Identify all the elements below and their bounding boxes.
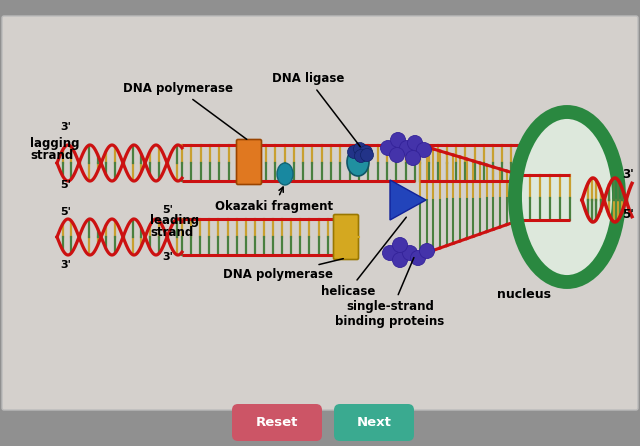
Text: 5': 5'	[622, 208, 634, 221]
Circle shape	[360, 149, 374, 161]
Circle shape	[399, 140, 415, 156]
FancyBboxPatch shape	[333, 215, 358, 260]
Circle shape	[353, 143, 367, 156]
Text: 3': 3'	[162, 252, 173, 262]
FancyBboxPatch shape	[237, 140, 262, 185]
Text: lagging: lagging	[30, 137, 79, 150]
Text: 5': 5'	[60, 207, 71, 217]
Text: helicase: helicase	[321, 217, 406, 298]
Circle shape	[392, 238, 408, 252]
Circle shape	[403, 245, 417, 260]
Circle shape	[419, 244, 435, 259]
FancyBboxPatch shape	[334, 404, 414, 441]
Circle shape	[406, 150, 420, 165]
FancyBboxPatch shape	[2, 16, 638, 410]
Circle shape	[383, 245, 397, 260]
Text: single-strand
binding proteins: single-strand binding proteins	[335, 257, 445, 328]
Circle shape	[390, 148, 404, 162]
Text: 5': 5'	[60, 180, 71, 190]
Circle shape	[381, 140, 396, 156]
Text: strand: strand	[150, 226, 193, 239]
Circle shape	[417, 143, 431, 157]
Circle shape	[348, 145, 360, 158]
Circle shape	[360, 145, 372, 158]
Text: DNA ligase: DNA ligase	[272, 72, 360, 147]
Text: 3': 3'	[60, 122, 71, 132]
Text: leading: leading	[150, 214, 199, 227]
Circle shape	[408, 136, 422, 150]
Text: nucleus: nucleus	[497, 288, 551, 301]
Circle shape	[355, 149, 367, 162]
Text: 3': 3'	[622, 168, 634, 181]
Ellipse shape	[515, 112, 619, 282]
Text: DNA polymerase: DNA polymerase	[123, 82, 247, 139]
Ellipse shape	[277, 163, 293, 185]
Circle shape	[390, 132, 406, 148]
Text: Okazaki fragment: Okazaki fragment	[215, 187, 333, 213]
Text: Next: Next	[356, 416, 392, 429]
Circle shape	[410, 251, 426, 265]
FancyBboxPatch shape	[232, 404, 322, 441]
Polygon shape	[390, 180, 426, 220]
Circle shape	[392, 252, 408, 268]
Text: 5': 5'	[162, 205, 173, 215]
Ellipse shape	[347, 148, 369, 176]
Text: Reset: Reset	[256, 416, 298, 429]
Text: 3': 3'	[60, 260, 71, 270]
Text: DNA polymerase: DNA polymerase	[223, 259, 343, 281]
Text: strand: strand	[30, 149, 73, 162]
